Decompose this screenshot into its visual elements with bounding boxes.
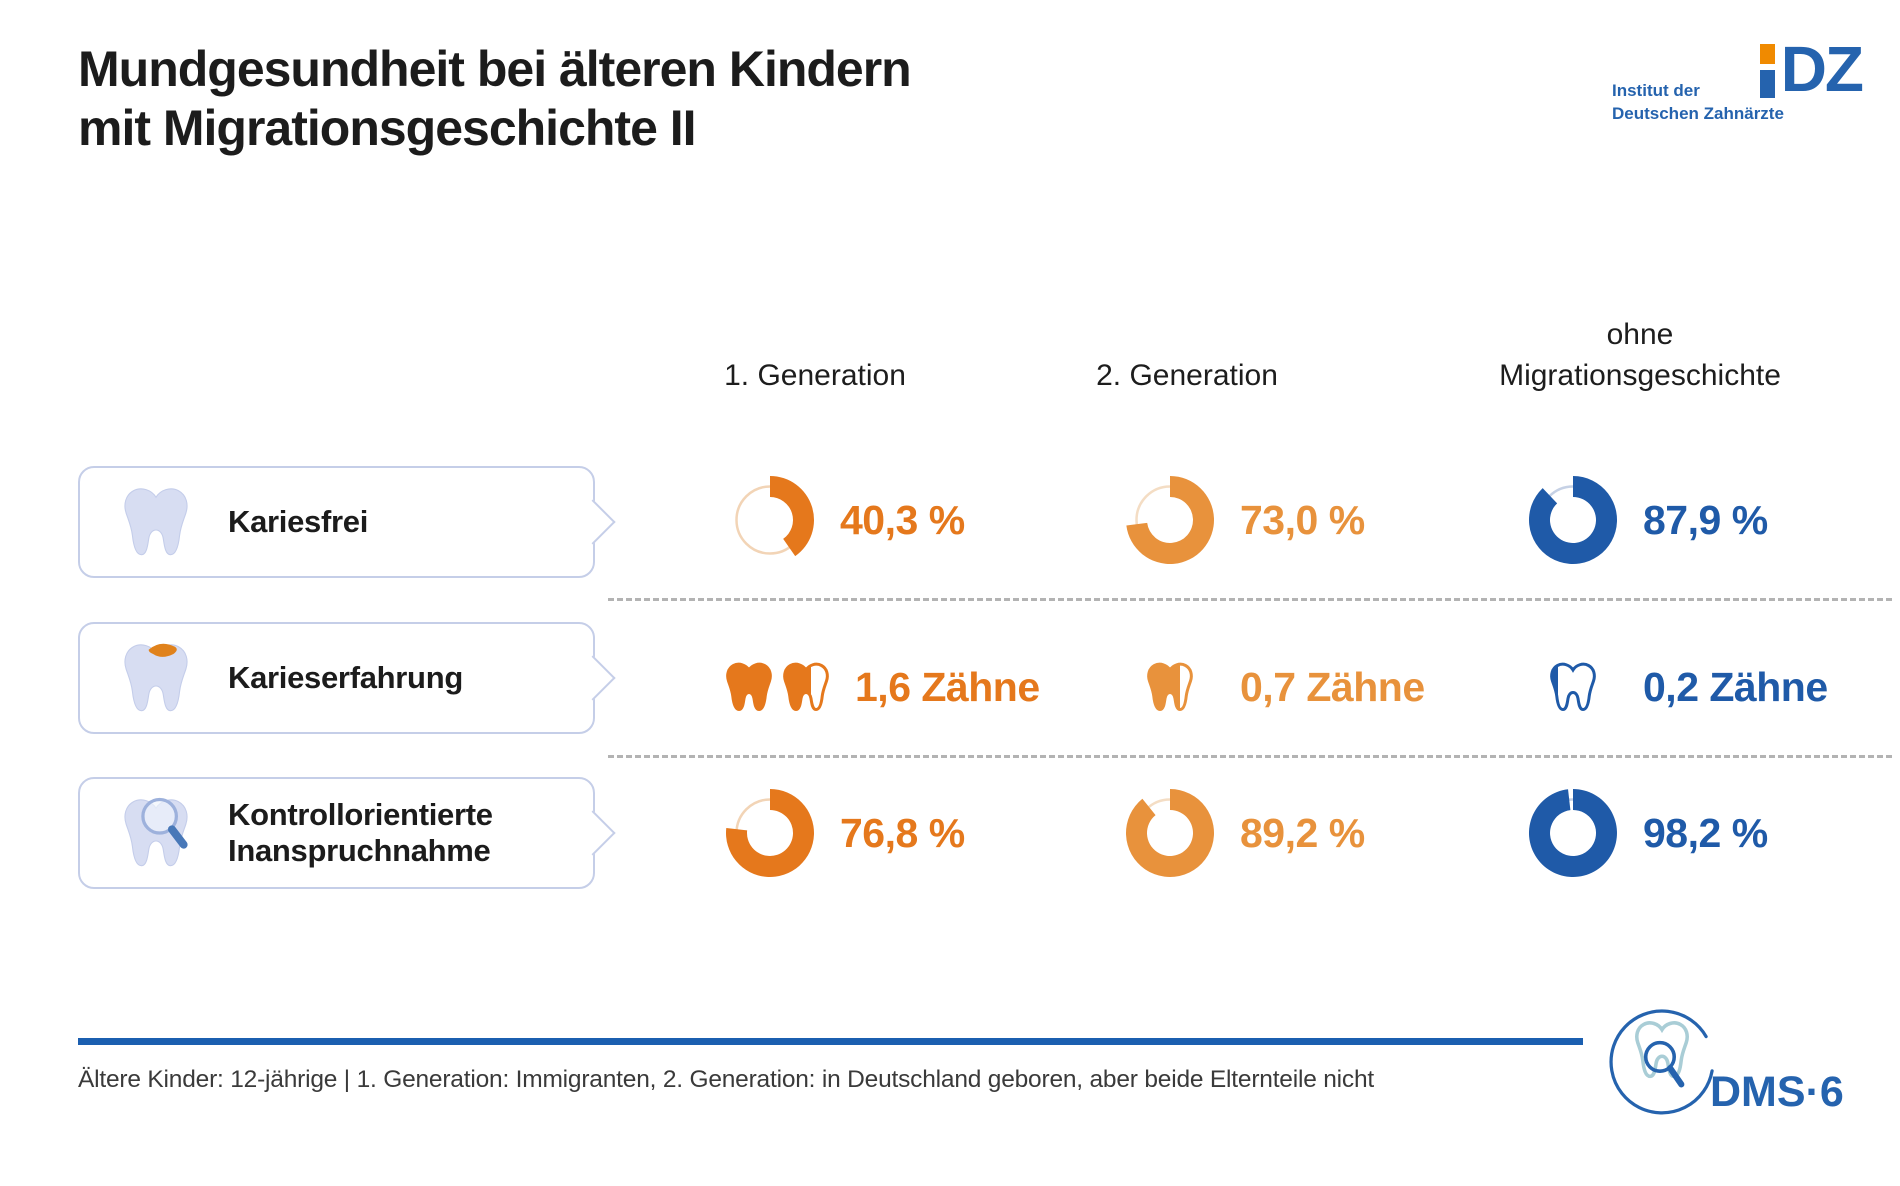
column-header-3: ohne Migrationsgeschichte — [1499, 318, 1781, 392]
value-label: 87,9 % — [1643, 496, 1768, 543]
bubble-arrow-icon — [570, 810, 616, 856]
dms6-logo: DMS·6 — [1606, 1006, 1886, 1156]
title-line-1: Mundgesundheit bei älteren Kindern — [78, 41, 912, 97]
data-cell-r1-c1: 40,3 % — [722, 472, 965, 568]
row-label-bubble-1: Kariesfrei — [78, 466, 616, 578]
dms6-wordmark: DMS·6 — [1710, 1068, 1844, 1116]
value-label: 76,8 % — [840, 809, 965, 856]
value-label: 89,2 % — [1240, 809, 1365, 856]
data-cell-r2-c2: 0,7 Zähne — [1122, 639, 1425, 735]
data-cell-r1-c3: 87,9 % — [1525, 472, 1768, 568]
idz-wordmark-line-1: Institut der — [1612, 81, 1700, 101]
donut-chart — [725, 789, 814, 877]
bubble-arrow-icon — [570, 499, 616, 545]
data-cell-r3-c3: 98,2 % — [1525, 785, 1768, 881]
teeth-slot — [722, 639, 833, 735]
tooth-fill-icon — [726, 662, 772, 712]
footer-rule — [78, 1038, 1583, 1045]
donut-slot — [1525, 785, 1621, 881]
column-header-2: 2. Generation — [1096, 358, 1278, 392]
idz-i-icon — [1759, 44, 1775, 98]
row-label-text: Kariesfrei — [228, 504, 369, 540]
idz-wordmark-line-2: Deutschen Zahnärzte — [1612, 104, 1784, 124]
row-label-text: Kontrollorientierte Inanspruchnahme — [228, 797, 493, 868]
donut-chart — [1126, 789, 1215, 877]
row-label-bubble-3: Kontrollorientierte Inanspruchnahme — [78, 777, 616, 889]
dashed-separator-1 — [608, 598, 1892, 601]
dms6-tooth-magnifier-icon — [1609, 1009, 1714, 1115]
tooth-fill-icon — [1147, 662, 1193, 712]
value-label: 1,6 Zähne — [855, 663, 1040, 710]
donut-slot — [1525, 472, 1621, 568]
teeth-slot — [1122, 639, 1218, 735]
tooth-magnifier-icon — [124, 797, 188, 867]
tooth-fill-icon — [783, 662, 829, 712]
donut-chart — [735, 476, 815, 557]
page-title: Mundgesundheit bei älteren Kindern mit M… — [78, 40, 912, 158]
row-label-bubble-2: Karieserfahrung — [78, 622, 616, 734]
title-line-2: mit Migrationsgeschichte II — [78, 100, 697, 156]
value-label: 0,7 Zähne — [1240, 663, 1425, 710]
donut-chart — [1528, 789, 1617, 877]
idz-logo: DZ Institut der Deutschen Zahnärzte — [1612, 33, 1864, 126]
value-label: 98,2 % — [1643, 809, 1768, 856]
dashed-separator-2 — [608, 755, 1892, 758]
tooth-caries-icon — [124, 643, 188, 712]
donut-slot — [1122, 472, 1218, 568]
value-label: 40,3 % — [840, 496, 965, 543]
column-header-1: 1. Generation — [724, 358, 906, 392]
data-cell-r2-c1: 1,6 Zähne — [722, 639, 1040, 735]
idz-glyph-icon: DZ — [1759, 33, 1864, 105]
idz-i-orange-block — [1759, 44, 1775, 64]
donut-chart — [1126, 476, 1215, 564]
tooth-fill-icon — [1550, 662, 1596, 712]
donut-slot — [1122, 785, 1218, 881]
idz-letters: DZ — [1780, 33, 1864, 105]
idz-wordmark: Institut der Deutschen Zahnärzte — [1612, 80, 1784, 126]
idz-i-blue-block — [1759, 70, 1775, 98]
donut-slot — [722, 785, 818, 881]
data-cell-r3-c1: 76,8 % — [722, 785, 965, 881]
bubble-arrow-icon — [570, 655, 616, 701]
value-label: 0,2 Zähne — [1643, 663, 1828, 710]
teeth-slot — [1525, 639, 1621, 735]
tooth-icon — [124, 488, 188, 556]
row-label-text: Karieserfahrung — [228, 660, 463, 696]
donut-chart — [1529, 476, 1618, 564]
data-cell-r2-c3: 0,2 Zähne — [1525, 639, 1828, 735]
data-cell-r3-c2: 89,2 % — [1122, 785, 1365, 881]
data-cell-r1-c2: 73,0 % — [1122, 472, 1365, 568]
footnote-text: Ältere Kinder: 12-jährige | 1. Generatio… — [78, 1066, 1375, 1093]
donut-slot — [722, 472, 818, 568]
value-label: 73,0 % — [1240, 496, 1365, 543]
